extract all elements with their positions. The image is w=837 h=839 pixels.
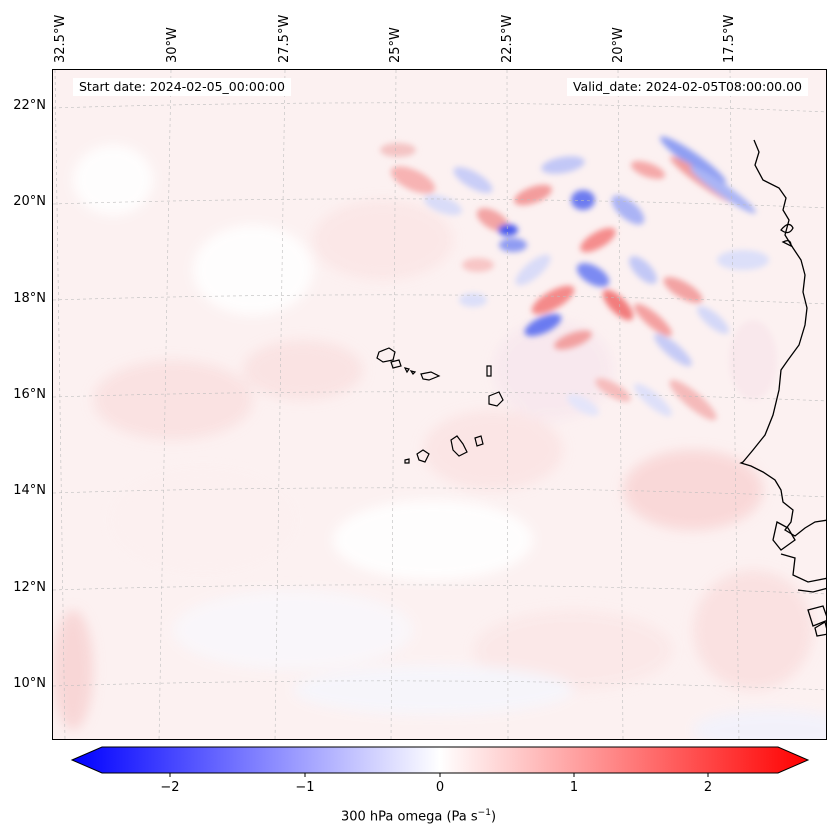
lat-label-18n: 18°N	[13, 291, 46, 306]
coastline	[739, 139, 826, 637]
omega-field	[53, 70, 826, 739]
lat-label-12n: 12°N	[13, 580, 46, 595]
colorbar	[70, 746, 810, 777]
lat-label-10n: 10°N	[13, 676, 46, 691]
colorbar-tick-minus2: −2	[160, 780, 180, 795]
colorbar-tick-minus1: −1	[295, 780, 315, 795]
lat-label-20n: 20°N	[13, 194, 46, 209]
lon-label-30w: 30°W	[165, 27, 180, 63]
map-panel: Start date: 2024-02-05_00:00:00 Valid_da…	[52, 69, 827, 740]
lon-label-32-5w: 32.5°W	[53, 14, 68, 63]
lat-label-14n: 14°N	[13, 483, 46, 498]
colorbar-tick-2: 2	[703, 780, 713, 795]
lat-label-22n: 22°N	[13, 98, 46, 113]
lon-label-17-5w: 17.5°W	[722, 14, 737, 63]
start-date-label: Start date: 2024-02-05_00:00:00	[73, 78, 291, 96]
colorbar-tick-0: 0	[435, 780, 445, 795]
colorbar-tick-1: 1	[569, 780, 579, 795]
lat-label-16n: 16°N	[13, 387, 46, 402]
islands	[376, 347, 504, 464]
colorbar-title: 300 hPa omega (Pa s−1)	[340, 808, 497, 825]
lon-label-25w: 25°W	[388, 27, 403, 63]
lon-label-20w: 20°W	[611, 27, 626, 63]
lon-label-22-5w: 22.5°W	[500, 14, 515, 63]
lon-label-27-5w: 27.5°W	[277, 14, 292, 63]
valid-date-label: Valid_date: 2024-02-05T08:00:00.00	[566, 78, 808, 96]
